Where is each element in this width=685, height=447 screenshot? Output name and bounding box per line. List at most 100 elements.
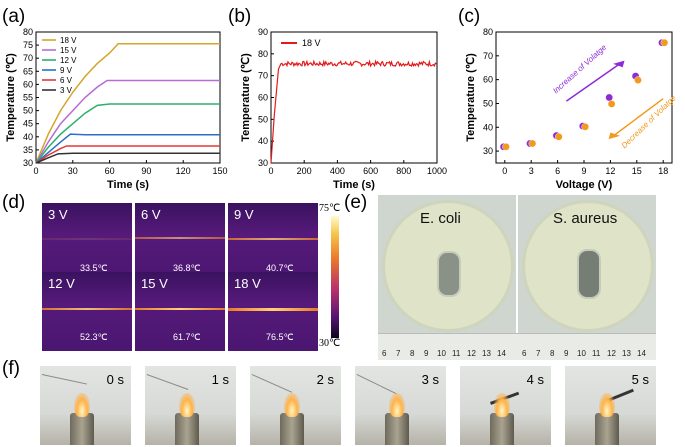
- x-tick-label: 60: [105, 166, 115, 176]
- y-tick-label: 65: [23, 66, 33, 76]
- series-line: [35, 79, 220, 164]
- x-tick-label: 90: [141, 166, 151, 176]
- legend-label: 3 V: [60, 86, 73, 95]
- x-tick-label: 1000: [427, 166, 447, 176]
- x-tick-label: 200: [297, 166, 312, 176]
- x-tick-label: 0: [502, 166, 507, 176]
- ruler-tick: 9: [564, 349, 569, 358]
- increase-arrowhead: [613, 60, 625, 68]
- x-tick-label: 150: [212, 166, 227, 176]
- increase-arrow: [565, 62, 622, 102]
- burner: [595, 413, 619, 445]
- flame: [599, 393, 615, 417]
- ignition-frame-5s: 5 s: [565, 366, 656, 445]
- heating-wire: [228, 238, 318, 240]
- flame: [74, 393, 90, 417]
- data-point: [528, 139, 537, 148]
- ruler-tick: 9: [424, 349, 429, 358]
- photo-divider: [516, 195, 518, 359]
- data-point: [555, 132, 563, 141]
- series-line: [35, 43, 220, 164]
- tile-voltage-label: 15 V: [141, 276, 168, 291]
- series-line: [35, 133, 220, 164]
- y-tick-label: 35: [23, 145, 33, 155]
- y-tick-label: 50: [23, 106, 33, 116]
- ruler-tick: 8: [550, 349, 555, 358]
- burner: [385, 413, 409, 445]
- ignition-frame-4s: 4 s: [460, 366, 551, 445]
- tile-voltage-label: 18 V: [234, 276, 261, 291]
- y-tick-label: 80: [483, 27, 493, 37]
- x-tick-label: 120: [176, 166, 191, 176]
- x-axis-label: Time (s): [333, 179, 375, 191]
- chart-c: 0 3 6 9 12 15 18 30 40 50 60 70 80 Voltage (V) Tempera…: [465, 27, 679, 191]
- legend-label: 18 V: [60, 36, 77, 45]
- thermal-tile-3v: 3 V 33.5℃: [42, 203, 132, 282]
- x-tick-label: 18: [658, 166, 668, 176]
- ruler-tick: 13: [482, 349, 491, 358]
- ignition-frame-3s: 3 s: [355, 366, 446, 445]
- panel-label-c: (c): [458, 6, 481, 27]
- tile-voltage-label: 9 V: [234, 207, 254, 222]
- ruler-tick: 12: [467, 349, 476, 358]
- y-tick-label: 70: [483, 51, 493, 61]
- thermal-tile-15v: 15 V 61.7℃: [135, 272, 225, 351]
- y-tick-label: 60: [258, 93, 268, 103]
- fiber: [251, 374, 293, 393]
- thermal-tile-6v: 6 V 36.8℃: [135, 203, 225, 282]
- y-tick-label: 50: [483, 98, 493, 108]
- x-tick-label: 800: [396, 166, 411, 176]
- frame-time-label: 3 s: [421, 372, 439, 387]
- y-tick-label: 30: [23, 158, 33, 168]
- plot-frame: [495, 31, 673, 164]
- x-tick-label: 0: [33, 166, 38, 176]
- panel-label-f: (f): [2, 358, 20, 379]
- x-tick-label: 9: [581, 166, 586, 176]
- panel-label-b: (b): [228, 6, 252, 27]
- x-tick-label: 15: [632, 166, 642, 176]
- flame: [389, 393, 405, 417]
- thermal-tile-9v: 9 V 40.7℃: [228, 203, 318, 282]
- series-line: [270, 59, 437, 164]
- tile-temperature: 33.5℃: [80, 263, 108, 273]
- flame: [284, 393, 300, 417]
- fiber: [41, 374, 87, 385]
- tile-temperature: 61.7℃: [173, 332, 201, 342]
- data-point: [660, 38, 669, 47]
- inhibition-zone: [437, 251, 461, 297]
- legend-label: 9 V: [60, 66, 73, 75]
- legend-label: 6 V: [60, 76, 73, 85]
- y-tick-label: 55: [23, 93, 33, 103]
- legend-label: 12 V: [60, 56, 77, 65]
- flame: [494, 393, 510, 417]
- data-point: [605, 93, 613, 102]
- data-point: [634, 76, 642, 84]
- y-tick-label: 75: [23, 40, 33, 50]
- frame-time-label: 5 s: [631, 372, 649, 387]
- fiber: [356, 374, 397, 395]
- x-axis-label: Voltage (V): [556, 179, 613, 191]
- ruler: 6 7 8 9 10 11 12 13 14 6 7 8 9 10 11 12 …: [378, 333, 656, 360]
- panel-label-a: (a): [2, 6, 26, 27]
- heating-wire: [228, 308, 318, 311]
- ignition-frame-0s: 0 s: [40, 366, 131, 445]
- frame-time-label: 1 s: [211, 372, 229, 387]
- ruler-tick: 7: [536, 349, 541, 358]
- heating-wire: [42, 308, 132, 310]
- panel-label-e: (e): [344, 192, 368, 213]
- x-tick-label: 12: [605, 166, 615, 176]
- thermal-tile-18v: 18 V 76.5℃: [228, 272, 318, 351]
- decrease-annotation: Decrease of Volatge: [620, 93, 679, 150]
- tile-voltage-label: 3 V: [48, 207, 68, 222]
- colorbar-min-label: 30℃: [319, 338, 341, 349]
- legend-label: 15 V: [60, 46, 77, 55]
- ruler-tick: 8: [410, 349, 415, 358]
- frame-time-label: 2 s: [316, 372, 334, 387]
- x-tick-label: 0: [268, 166, 273, 176]
- y-axis-label: Temperature (℃): [240, 53, 252, 142]
- ruler-tick: 14: [497, 349, 506, 358]
- ruler-tick: 6: [382, 349, 387, 358]
- x-axis-label: Time (s): [107, 179, 149, 191]
- burner: [490, 413, 514, 445]
- x-tick-label: 6: [555, 166, 560, 176]
